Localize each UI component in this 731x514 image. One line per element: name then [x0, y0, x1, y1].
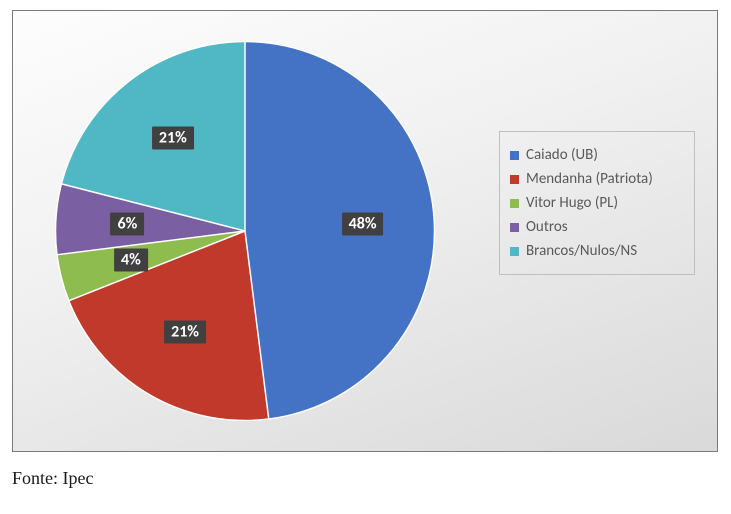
slice-pct-label: 48% — [342, 212, 384, 235]
source-line: Fonte: Ipec — [12, 468, 94, 489]
legend-item: Brancos/Nulos/NS — [510, 242, 684, 260]
pie-plot: 48% 21% 4% 6% 21% — [55, 41, 435, 421]
legend-swatch — [510, 175, 519, 184]
source-name: Ipec — [63, 468, 94, 488]
legend-box: Caiado (UB) Mendanha (Patriota) Vitor Hugo… — [499, 131, 695, 275]
legend-label: Mendanha (Patriota) — [526, 170, 653, 188]
legend-label: Outros — [526, 218, 568, 236]
legend-swatch — [510, 151, 519, 160]
chart-frame: 48% 21% 4% 6% 21% Caiado (UB) Mendanha (Patri… — [12, 10, 718, 452]
slice-pct-label: 6% — [111, 212, 145, 235]
slice-pct-label: 4% — [114, 249, 148, 272]
legend-swatch — [510, 223, 519, 232]
legend-item: Vitor Hugo (PL) — [510, 194, 684, 212]
legend-swatch — [510, 199, 519, 208]
legend-label: Vitor Hugo (PL) — [526, 194, 618, 212]
page-root: 48% 21% 4% 6% 21% Caiado (UB) Mendanha (Patri… — [0, 0, 731, 514]
slice-pct-label: 21% — [152, 126, 194, 149]
legend-swatch — [510, 247, 519, 256]
legend-label: Brancos/Nulos/NS — [526, 242, 637, 260]
legend-item: Caiado (UB) — [510, 146, 684, 164]
legend-item: Mendanha (Patriota) — [510, 170, 684, 188]
slice-pct-label: 21% — [164, 321, 206, 344]
legend-item: Outros — [510, 218, 684, 236]
source-prefix: Fonte: — [12, 468, 63, 488]
legend-label: Caiado (UB) — [526, 146, 598, 164]
